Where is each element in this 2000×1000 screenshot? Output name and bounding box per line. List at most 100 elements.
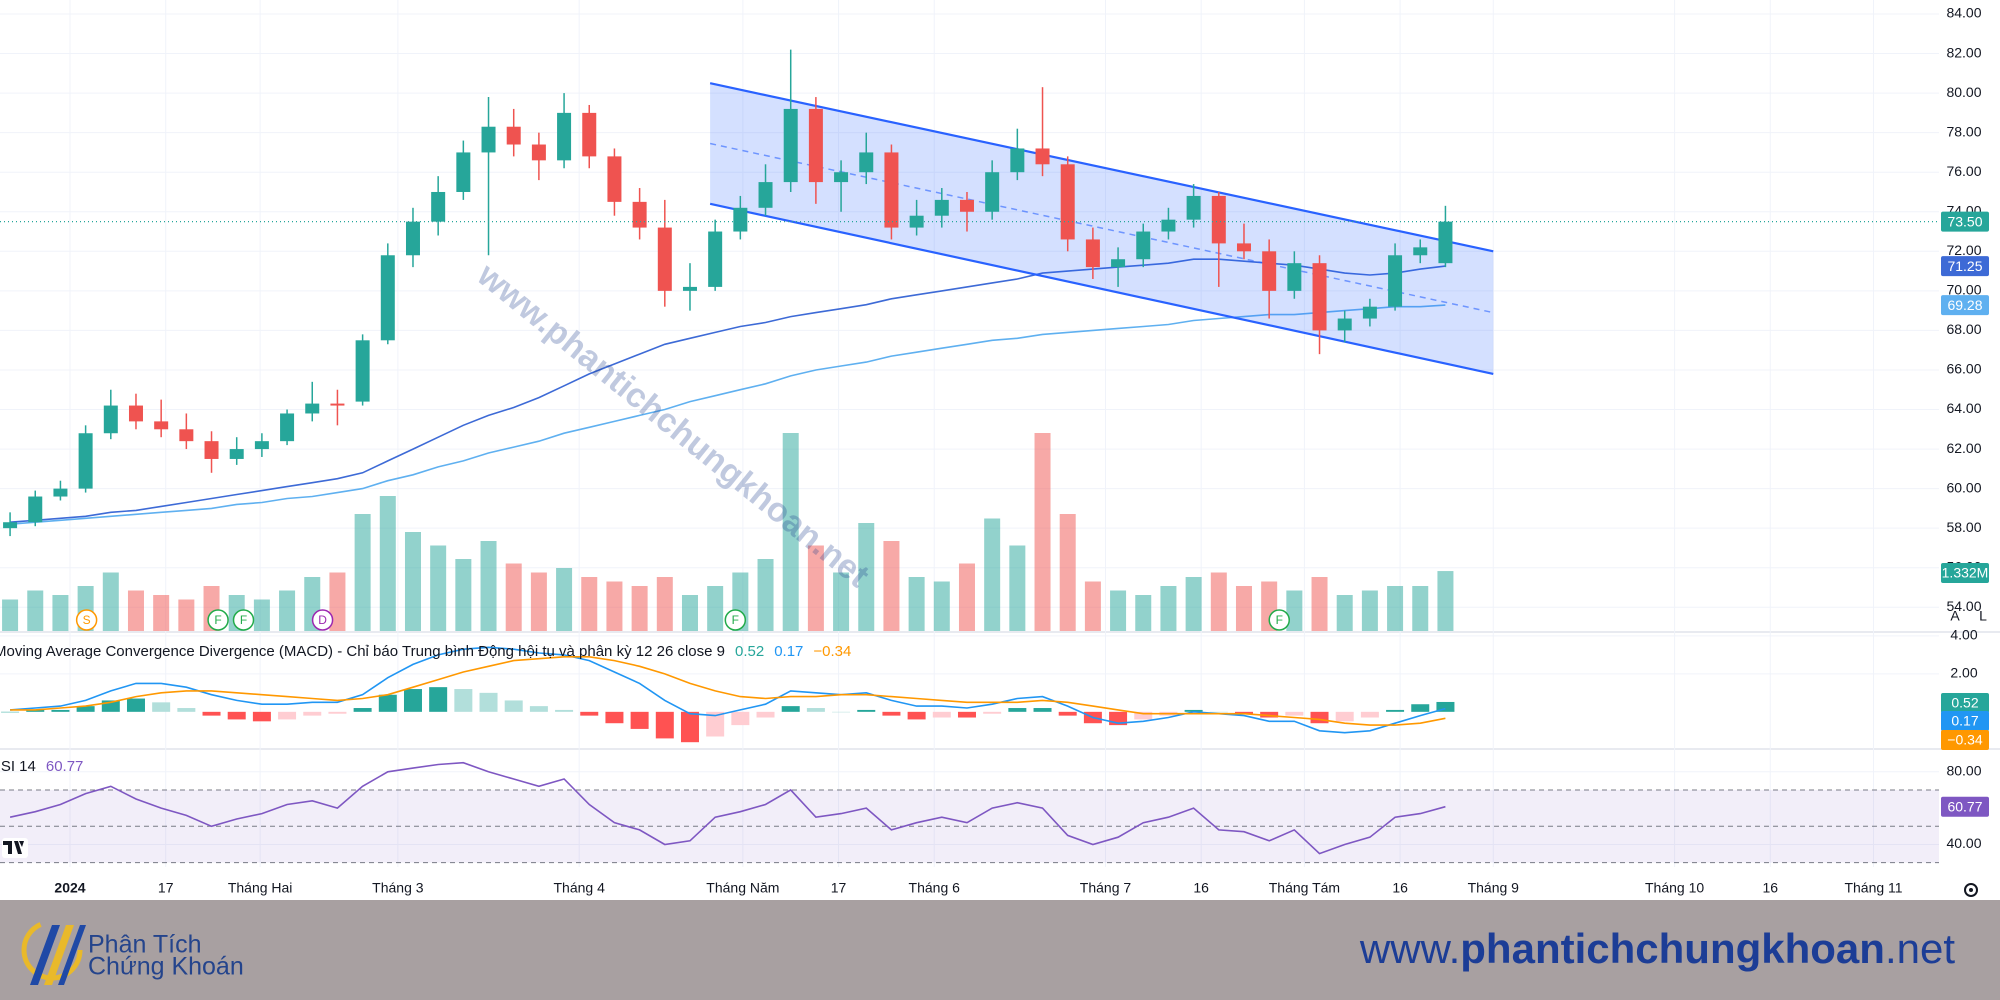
- candle-body: [607, 156, 622, 202]
- volume-bar: [1311, 577, 1328, 631]
- candle-body: [254, 441, 269, 450]
- macd-histogram-bar: [177, 708, 196, 712]
- x-tick-label: 16: [1193, 880, 1209, 896]
- macd-histogram-bar: [1411, 704, 1430, 712]
- candle-body: [1085, 239, 1100, 268]
- volume-bar: [1009, 545, 1026, 631]
- candle-body: [53, 488, 68, 497]
- macd-histogram-bar: [882, 711, 901, 716]
- macd-line-label: 0.17: [1951, 713, 1978, 729]
- macd-histogram-bar: [1260, 711, 1279, 718]
- y-tick-label: 78.00: [1946, 123, 1981, 139]
- volume-bar: [707, 586, 724, 631]
- y-tick-label: 54.00: [1946, 598, 1981, 614]
- macd-hist-label-box: [1941, 693, 1989, 713]
- candle-body: [934, 199, 949, 216]
- front-layer: 2024 17 Tháng Hai Tháng 3 Tháng 4 Tháng Năm 17…: [0, 5, 1989, 896]
- macd-histogram-bar: [252, 711, 271, 722]
- y-tick-label: 72.00: [1946, 242, 1981, 258]
- macd-histogram-bar: [152, 702, 171, 712]
- channel-upper: [709, 82, 1494, 253]
- candle-body: [28, 496, 43, 523]
- volume-bar: [933, 581, 950, 631]
- x-tick-label: Tháng 11: [1844, 880, 1902, 896]
- macd-histogram-bar: [1310, 711, 1329, 724]
- candle-body: [1111, 259, 1126, 268]
- rsi-value-label: 60.77: [1947, 798, 1982, 814]
- macd-histogram-bar: [227, 711, 246, 720]
- volume-bar: [1286, 590, 1303, 631]
- macd-histogram-bar: [51, 709, 70, 712]
- volume-bar: [833, 572, 850, 631]
- volume-bar: [1235, 586, 1252, 631]
- x-tick-label: Tháng 6: [909, 880, 961, 896]
- macd-histogram-bar: [706, 711, 725, 737]
- candle-body: [1136, 231, 1151, 260]
- toolbar-auto[interactable]: A: [1950, 608, 1960, 624]
- event-badge: [207, 609, 229, 631]
- rsi-legend: RSI 14 60.77: [0, 758, 83, 775]
- volume-bar: [782, 433, 799, 631]
- macd-histogram-bar: [781, 706, 800, 712]
- macd-line: [10, 656, 1446, 726]
- candle-body: [1010, 148, 1025, 173]
- y-tick-label: 58.00: [1946, 519, 1981, 535]
- toolbar-log[interactable]: L: [1979, 608, 1987, 624]
- candle-body: [1236, 243, 1251, 252]
- volume-bar: [1185, 577, 1202, 631]
- volume-bar: [1059, 514, 1076, 631]
- volume-bar: [1210, 572, 1227, 631]
- logo-stripe: [30, 925, 60, 985]
- site-name: phantichchungkhoan: [1460, 925, 1885, 972]
- event-label: S: [83, 613, 91, 627]
- event-badge: [75, 609, 98, 631]
- candle-body: [229, 449, 244, 459]
- candle-body: [1287, 263, 1302, 291]
- site-suffix: .net: [1885, 925, 1955, 972]
- macd-histogram-bar: [429, 687, 448, 712]
- macd-histogram-bar: [1, 711, 20, 713]
- candle-body: [1337, 318, 1352, 331]
- x-tick-label: 16: [1392, 880, 1408, 896]
- x-tick-label: 17: [831, 880, 847, 896]
- candle-body: [1211, 195, 1226, 244]
- settings-icon[interactable]: [1964, 883, 1978, 897]
- macd-histogram-bar: [353, 708, 372, 712]
- macd-histogram-bar: [832, 711, 851, 713]
- macd-histogram-bar: [378, 694, 397, 712]
- ma-value-label: 71.25: [1947, 258, 1982, 274]
- volume-label: 1.332M: [1942, 565, 1989, 581]
- volume-bar: [102, 572, 119, 631]
- macd-histogram-bar: [1335, 711, 1354, 722]
- macd-histogram-bar: [731, 711, 750, 726]
- candle-body: [1060, 164, 1075, 240]
- toolbar: A L: [1950, 608, 1987, 624]
- x-tick-label: Tháng Hai: [228, 880, 293, 896]
- volume-bar: [1160, 586, 1177, 631]
- site-url: www.phantichchungkhoan.net: [1359, 925, 1955, 972]
- volume-bar: [1361, 590, 1378, 631]
- candle-body: [330, 403, 345, 406]
- y-tick-label: 2.00: [1950, 665, 1977, 681]
- macd-histogram-bar: [983, 711, 1002, 714]
- volume-bar: [1336, 595, 1353, 631]
- macd-histogram-bar: [655, 711, 674, 739]
- volume-bar: [27, 590, 44, 631]
- candle-body: [1438, 221, 1453, 264]
- macd-histogram-bar: [454, 689, 473, 712]
- candle-body: [3, 522, 18, 529]
- moving-average: [10, 258, 1446, 523]
- y-tick-label: 64.00: [1946, 400, 1981, 416]
- candle-body: [959, 199, 974, 212]
- macd-histogram-bar: [1360, 711, 1379, 718]
- macd-histogram-bar: [1033, 708, 1052, 712]
- rsi-title: RSI 14: [0, 758, 36, 775]
- candle-body: [78, 433, 93, 489]
- macd-histogram-bar: [101, 700, 120, 712]
- volume-bar: [984, 518, 1001, 631]
- candle-body: [557, 112, 572, 161]
- last-price-label: 73.50: [1947, 213, 1982, 229]
- moving-average: [10, 304, 1446, 525]
- volume-bar: [656, 577, 673, 631]
